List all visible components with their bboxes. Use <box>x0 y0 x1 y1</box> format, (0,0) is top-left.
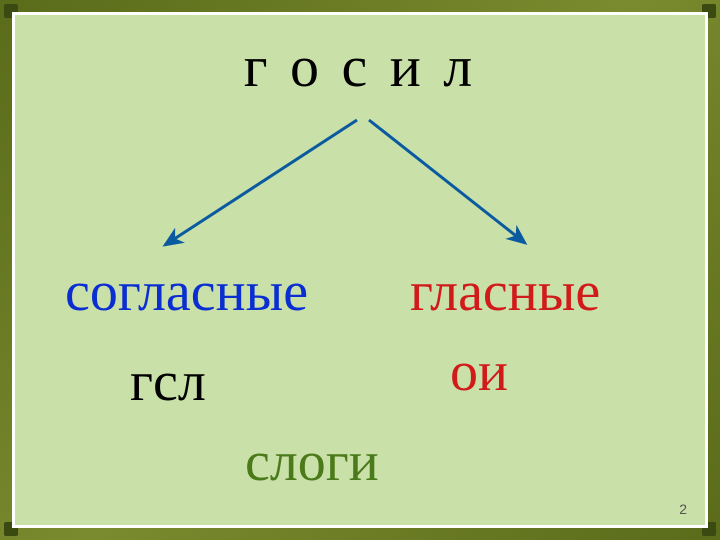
slide-frame: г о с и л согласные гласные гсл ои слоги… <box>0 0 720 540</box>
arrow-right <box>369 120 525 243</box>
consonant-letters: гсл <box>130 350 206 414</box>
vowel-letters: ои <box>450 340 508 404</box>
page-number: 2 <box>679 501 687 517</box>
content-area: г о с и л согласные гласные гсл ои слоги… <box>15 15 705 525</box>
slide-canvas: г о с и л согласные гласные гсл ои слоги… <box>12 12 708 528</box>
arrow-left <box>165 120 357 245</box>
consonants-label: согласные <box>65 260 308 324</box>
syllables-label: слоги <box>245 430 379 494</box>
vowels-label: гласные <box>410 260 600 324</box>
